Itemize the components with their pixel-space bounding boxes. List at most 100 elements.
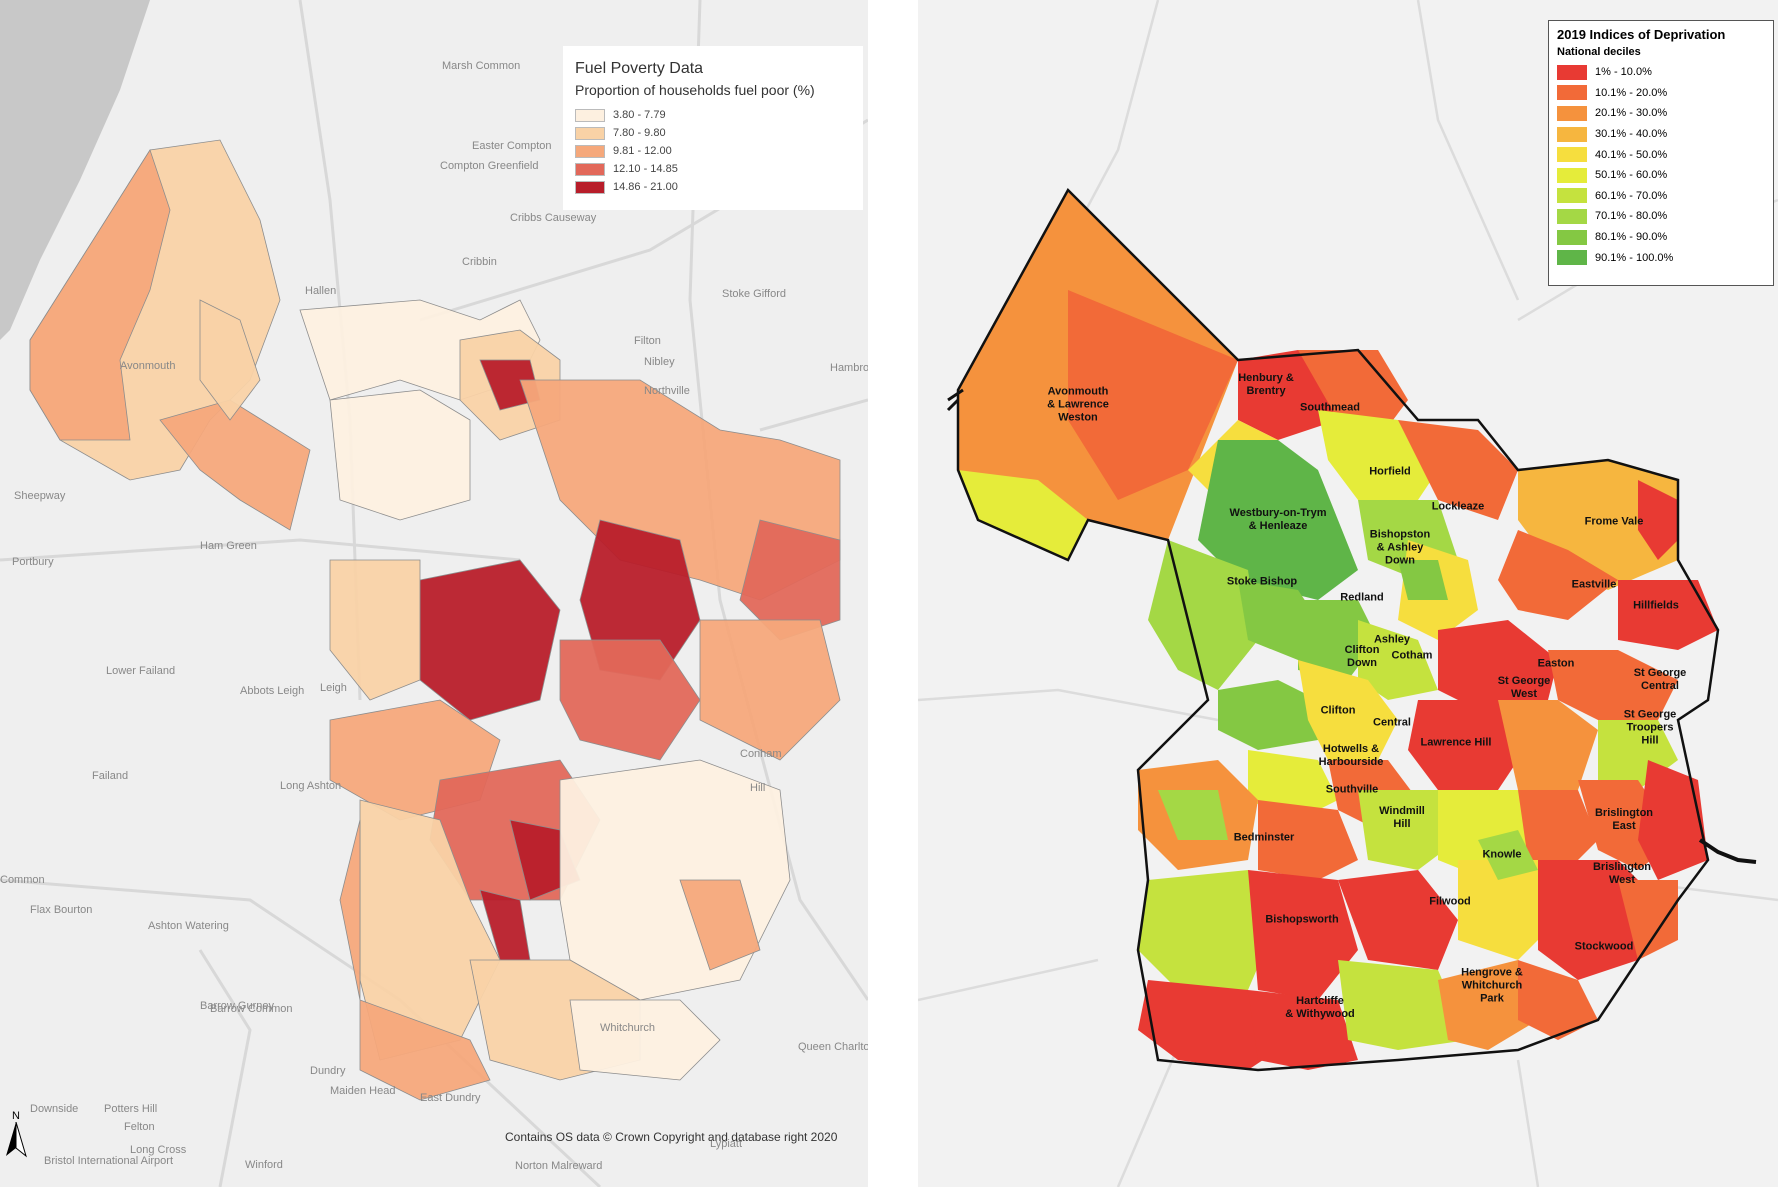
place-label: Queen Charlton — [798, 1041, 868, 1053]
ward-label: Avonmouth & Lawrence Weston — [1047, 385, 1109, 424]
ward-label: Bishopsworth — [1265, 913, 1339, 926]
deprivation-area — [1198, 440, 1358, 600]
ward-label: Westbury-on-Trym & Henleaze — [1229, 507, 1327, 532]
legend-label: 60.1% - 70.0% — [1595, 189, 1668, 202]
deprivation-area — [1218, 680, 1318, 750]
deprivation-area — [1248, 870, 1358, 1000]
deprivation-area — [1138, 980, 1278, 1070]
fuel-poverty-area — [679, 879, 761, 971]
legend-subtitle: Proportion of households fuel poor (%) — [575, 82, 815, 98]
place-label: Failand — [92, 770, 129, 782]
ward-label: Stockwood — [1574, 940, 1634, 953]
ward-label: Brislington East — [1594, 807, 1654, 832]
deprivation-area — [1338, 870, 1458, 970]
fuel-poverty-legend-entry: 3.80 - 7.79 — [575, 106, 851, 124]
place-label: Conham — [740, 748, 782, 760]
ward-label: Bishopston & Ashley Down — [1369, 528, 1431, 567]
deprivation-legend-entry: 80.1% - 90.0% — [1557, 227, 1765, 248]
legend-swatch — [1557, 167, 1587, 183]
ward-label: Hartcliffe & Withywood — [1285, 995, 1355, 1020]
deprivation-area — [1338, 960, 1468, 1050]
place-label: Abbots Leigh — [240, 685, 305, 697]
deprivation-area — [1398, 560, 1448, 600]
place-label: Common — [0, 874, 45, 886]
place-label: Flax Bourton — [30, 904, 93, 916]
fuel-poverty-area — [329, 559, 421, 701]
legend-label: 14.86 - 21.00 — [613, 181, 678, 193]
fuel-poverty-legend: Fuel Poverty Data Proportion of househol… — [563, 46, 863, 210]
ward-label: Stoke Bishop — [1226, 575, 1298, 588]
ward-label: Hillfields — [1633, 599, 1679, 612]
ward-label: Knowle — [1482, 848, 1522, 861]
legend-title: Fuel Poverty Data — [575, 60, 704, 77]
legend-swatch — [1557, 85, 1587, 101]
deprivation-area — [1618, 880, 1678, 960]
place-label: Cribbs Causeway — [510, 212, 597, 224]
ward-label: Lockleaze — [1431, 500, 1485, 513]
legend-swatch — [1557, 105, 1587, 121]
deprivation-area — [1518, 960, 1598, 1040]
place-label: Easter Compton — [472, 140, 552, 152]
fuel-poverty-area — [339, 819, 361, 1001]
legend-label: 1% - 10.0% — [1595, 66, 1652, 79]
place-label: Norton Malreward — [515, 1160, 603, 1172]
legend-label: 20.1% - 30.0% — [1595, 107, 1668, 120]
place-label: Marsh Common — [442, 60, 521, 72]
deprivation-area — [1478, 830, 1538, 880]
fuel-poverty-area — [559, 759, 791, 1001]
deprivation-area — [1498, 700, 1598, 790]
place-label: Long Cross — [130, 1144, 187, 1156]
deprivation-area — [1618, 580, 1718, 650]
ward-label: Central — [1373, 716, 1411, 729]
place-label: Compton Greenfield — [440, 160, 539, 172]
north-arrow-icon — [6, 1121, 27, 1158]
legend-title: 2019 Indices of Deprivation — [1557, 27, 1726, 42]
place-label: Lower Failand — [106, 665, 176, 677]
deprivation-legend-entry: 40.1% - 50.0% — [1557, 144, 1765, 165]
place-label: Downside — [30, 1103, 79, 1115]
legend-label: 70.1% - 80.0% — [1595, 210, 1668, 223]
deprivation-area — [1638, 480, 1678, 560]
legend-label: 10.1% - 20.0% — [1595, 86, 1668, 99]
copyright-credit: Contains OS data © Crown Copyright and d… — [505, 1130, 838, 1144]
fuel-poverty-areas — [29, 139, 841, 1101]
deprivation-area — [958, 470, 1088, 560]
ward-label: St George Troopers Hill — [1623, 708, 1677, 747]
legend-label: 80.1% - 90.0% — [1595, 231, 1668, 244]
city-boundary — [956, 187, 1720, 1072]
legend-label: 3.80 - 7.79 — [613, 109, 666, 121]
legend-label: 30.1% - 40.0% — [1595, 128, 1668, 141]
deprivation-area — [1458, 860, 1558, 960]
deprivation-area — [1638, 760, 1708, 880]
place-label: Long Ashton — [280, 780, 342, 792]
deprivation-legend: 2019 Indices of Deprivation National dec… — [1548, 20, 1774, 286]
deprivation-area — [1158, 790, 1228, 840]
legend-swatch — [575, 180, 605, 194]
legend-label: 12.10 - 14.85 — [613, 163, 678, 175]
place-label: Cribbin — [462, 256, 497, 268]
place-label: Bristol International Airport — [44, 1155, 174, 1167]
deprivation-area — [1148, 540, 1258, 690]
deprivation-area — [1258, 800, 1358, 880]
ward-label: Easton — [1537, 657, 1575, 670]
legend-swatch — [1557, 64, 1587, 80]
fuel-poverty-legend-entry: 14.86 - 21.00 — [575, 178, 851, 196]
deprivation-legend-entry: 90.1% - 100.0% — [1557, 247, 1765, 268]
river-avon-line — [1698, 838, 1757, 864]
severn-estuary — [0, 0, 150, 340]
legend-swatch — [1557, 229, 1587, 245]
ward-label: Lawrence Hill — [1420, 736, 1492, 749]
north-label: N — [12, 1110, 20, 1122]
fuel-poverty-area — [199, 299, 261, 421]
avonmouth-coast-line — [946, 388, 964, 412]
deprivation-map-canvas — [918, 0, 1778, 1187]
legend-swatch — [1557, 126, 1587, 142]
place-label: Hill — [750, 782, 766, 794]
legend-label: 40.1% - 50.0% — [1595, 148, 1668, 161]
deprivation-area — [1298, 660, 1398, 760]
place-label: Hambrook — [830, 362, 868, 374]
legend-swatch — [575, 144, 605, 158]
fuel-poverty-map: Fuel Poverty Data Proportion of househol… — [0, 0, 868, 1187]
fuel-poverty-legend-entry: 7.80 - 9.80 — [575, 124, 851, 142]
deprivation-legend-entry: 50.1% - 60.0% — [1557, 165, 1765, 186]
